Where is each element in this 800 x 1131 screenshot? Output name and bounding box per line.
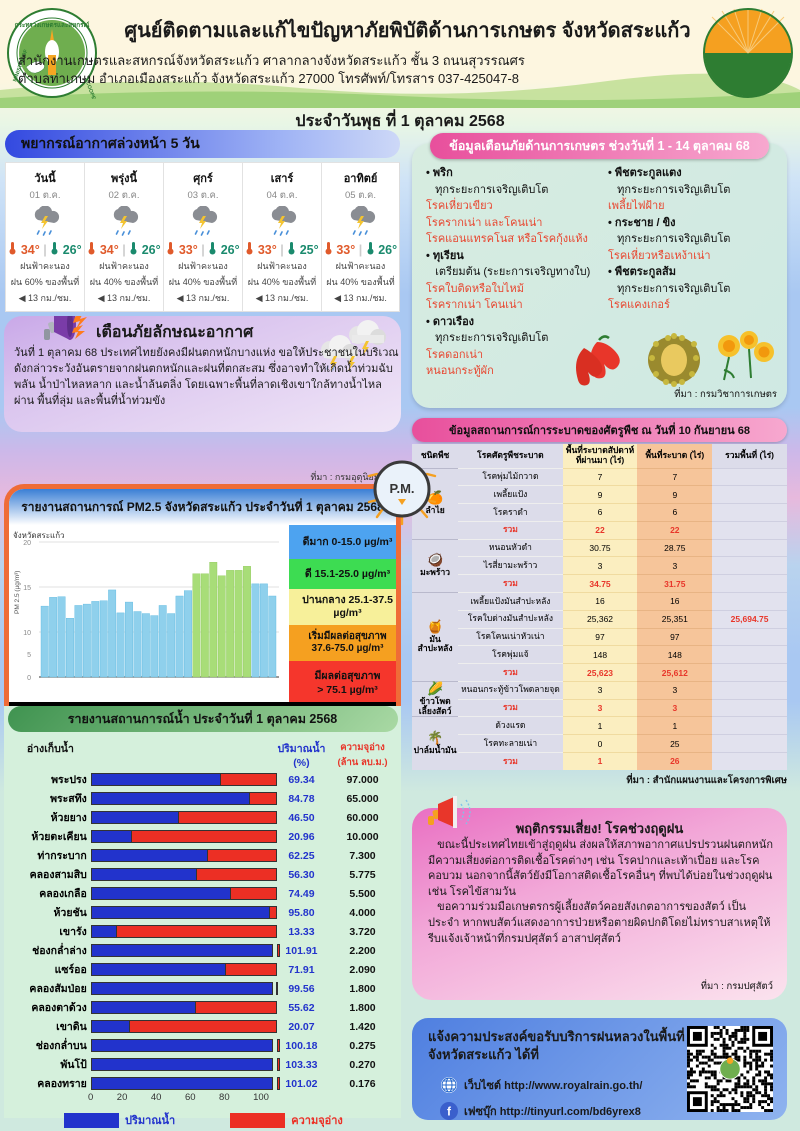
svg-text:กระทรวงเกษตรและสหกรณ์: กระทรวงเกษตรและสหกรณ์ [15,21,90,29]
svg-text:20: 20 [23,540,31,547]
svg-text:0: 0 [27,675,31,682]
svg-text:10: 10 [23,630,31,637]
svg-text:P.M.: P.M. [389,481,414,496]
svg-text:5: 5 [27,652,31,659]
svg-text:15: 15 [23,585,31,592]
svg-text:PM 2.5 (µg/m³): PM 2.5 (µg/m³) [14,571,21,614]
